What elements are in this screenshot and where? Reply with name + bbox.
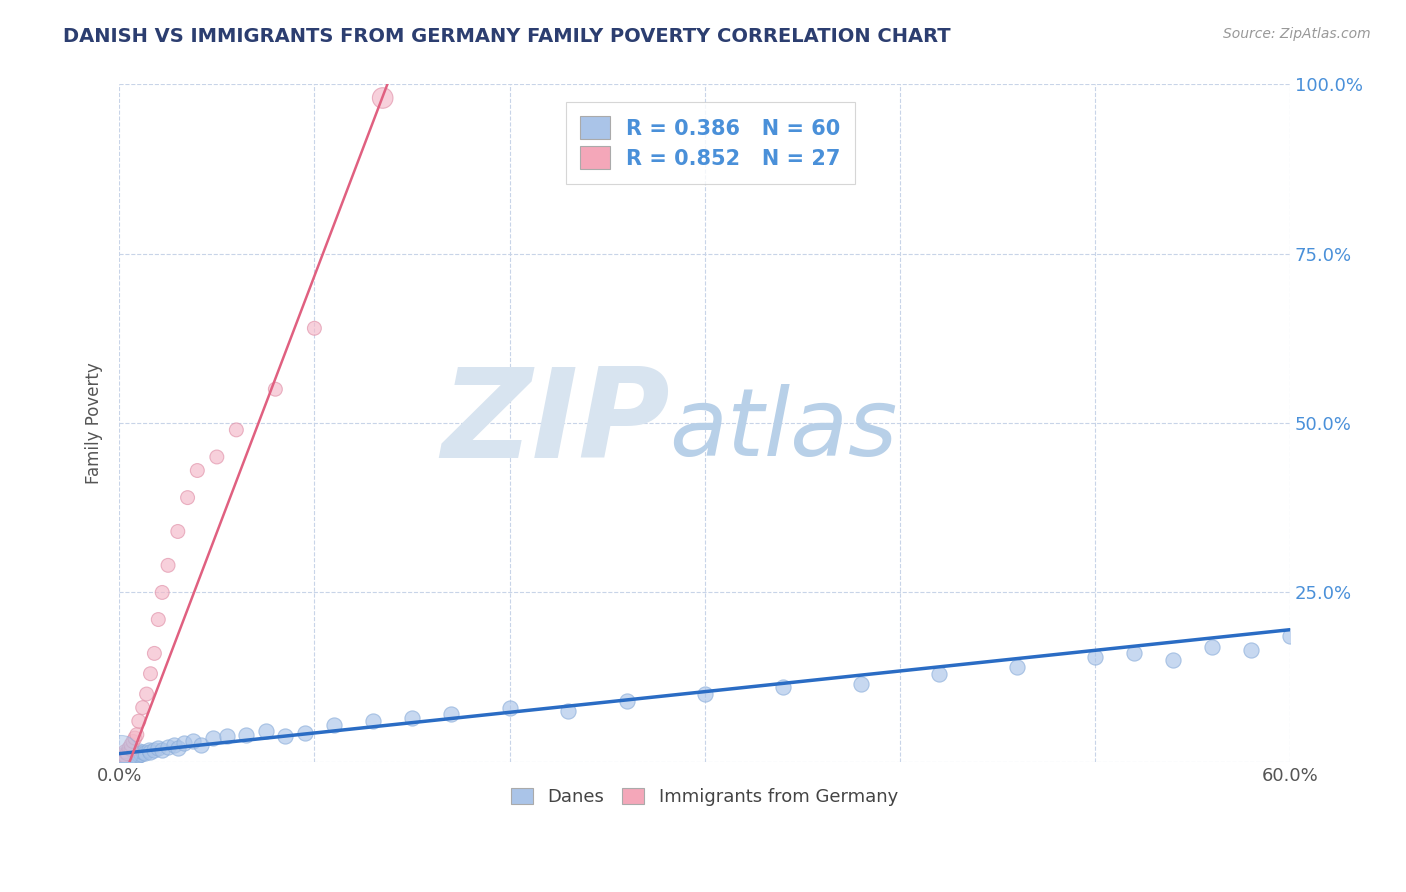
Point	[264, 382, 287, 396]
Point	[148, 741, 170, 756]
Point	[205, 450, 228, 464]
Point	[115, 747, 138, 761]
Point	[1005, 660, 1028, 674]
Y-axis label: Family Poverty: Family Poverty	[86, 362, 103, 484]
Point	[125, 746, 148, 760]
Point	[118, 748, 141, 763]
Point	[150, 585, 173, 599]
Point	[135, 687, 157, 701]
Point	[114, 749, 136, 764]
Text: Source: ZipAtlas.com: Source: ZipAtlas.com	[1223, 27, 1371, 41]
Point	[129, 747, 152, 761]
Point	[183, 734, 205, 748]
Point	[1201, 640, 1223, 654]
Point	[124, 745, 146, 759]
Point	[128, 747, 150, 762]
Legend: Danes, Immigrants from Germany: Danes, Immigrants from Germany	[505, 781, 905, 814]
Point	[215, 729, 238, 743]
Point	[304, 321, 326, 335]
Point	[143, 743, 166, 757]
Point	[120, 738, 142, 752]
Point	[134, 746, 156, 760]
Point	[115, 747, 138, 762]
Point	[294, 726, 316, 740]
Point	[201, 731, 224, 745]
Point	[401, 711, 423, 725]
Point	[693, 687, 716, 701]
Point	[125, 749, 148, 764]
Point	[124, 731, 146, 745]
Text: ZIP: ZIP	[440, 363, 669, 483]
Point	[173, 736, 195, 750]
Point	[120, 747, 142, 761]
Point	[114, 748, 136, 763]
Point	[557, 704, 579, 718]
Point	[371, 91, 394, 105]
Point	[157, 739, 180, 754]
Point	[928, 666, 950, 681]
Point	[1279, 630, 1302, 644]
Point	[124, 748, 146, 763]
Point	[118, 745, 141, 759]
Point	[112, 749, 135, 764]
Point	[163, 738, 186, 752]
Point	[225, 423, 247, 437]
Point	[190, 738, 212, 752]
Point	[110, 751, 132, 765]
Point	[616, 694, 638, 708]
Point	[118, 750, 141, 764]
Point	[120, 749, 142, 764]
Point	[150, 742, 173, 756]
Point	[122, 734, 145, 748]
Point	[166, 741, 188, 756]
Point	[772, 680, 794, 694]
Point	[143, 647, 166, 661]
Text: DANISH VS IMMIGRANTS FROM GERMANY FAMILY POVERTY CORRELATION CHART: DANISH VS IMMIGRANTS FROM GERMANY FAMILY…	[63, 27, 950, 45]
Point	[440, 707, 463, 722]
Point	[114, 750, 136, 764]
Point	[115, 746, 138, 760]
Point	[176, 491, 198, 505]
Point	[1122, 647, 1144, 661]
Point	[131, 700, 153, 714]
Point	[114, 745, 136, 759]
Point	[235, 728, 257, 742]
Point	[125, 728, 148, 742]
Text: atlas: atlas	[669, 384, 898, 475]
Point	[128, 744, 150, 758]
Point	[122, 750, 145, 764]
Point	[1161, 653, 1184, 667]
Point	[274, 729, 297, 743]
Point	[114, 747, 136, 761]
Point	[322, 717, 344, 731]
Point	[118, 741, 141, 756]
Point	[1240, 643, 1263, 657]
Point	[148, 613, 170, 627]
Point	[138, 742, 160, 756]
Point	[849, 677, 872, 691]
Point	[115, 750, 138, 764]
Point	[139, 666, 162, 681]
Point	[139, 745, 162, 759]
Point	[361, 714, 384, 728]
Point	[122, 747, 145, 762]
Point	[110, 751, 132, 765]
Point	[131, 745, 153, 759]
Point	[254, 724, 277, 739]
Point	[112, 747, 135, 762]
Point	[128, 714, 150, 728]
Point	[120, 742, 142, 756]
Point	[498, 700, 520, 714]
Point	[1084, 649, 1107, 664]
Point	[166, 524, 188, 539]
Point	[186, 463, 208, 477]
Point	[157, 558, 180, 573]
Point	[112, 747, 135, 762]
Point	[110, 745, 132, 759]
